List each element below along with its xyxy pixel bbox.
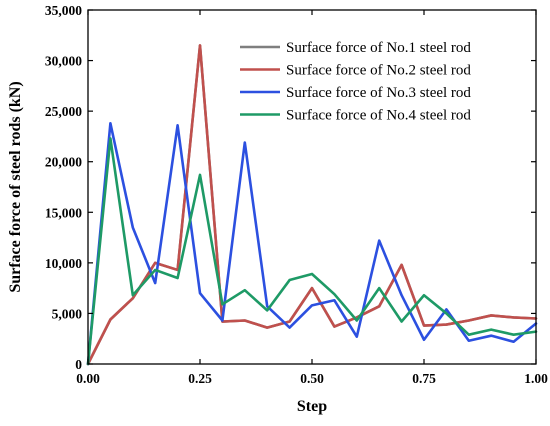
y-axis-title: Surface force of steel rods (kN)	[7, 81, 24, 292]
x-tick-label: 0.25	[188, 371, 212, 386]
series-line-3	[86, 121, 538, 366]
y-tick-label: 15,000	[45, 205, 82, 220]
y-tick-label: 25,000	[45, 104, 82, 119]
legend-label-2: Surface force of No.2 steel rod	[286, 63, 471, 79]
y-tick-label: 30,000	[45, 54, 82, 69]
y-tick-label: 35,000	[45, 3, 82, 18]
x-axis-title: Step	[297, 398, 327, 415]
x-tick-label: 0.50	[300, 371, 324, 386]
y-tick-label: 0	[75, 357, 82, 372]
legend-label-1: Surface force of No.1 steel rod	[286, 40, 471, 56]
x-tick-label: 0.00	[76, 371, 100, 386]
axis-ticks: 0.00 0.25 0.50 0.75 1.00 0 5,000 10,000 15,000 20…	[45, 3, 548, 386]
x-tick-label: 0.75	[412, 371, 436, 386]
legend-label-3: Surface force of No.3 steel rod	[286, 85, 471, 101]
y-tick-label: 20,000	[45, 155, 82, 170]
legend: Surface force of No.1 steel rod Surface f…	[240, 40, 471, 124]
series-line-2	[86, 44, 538, 366]
series-lines	[86, 44, 538, 366]
y-tick-label: 10,000	[45, 256, 82, 271]
legend-label-4: Surface force of No.4 steel rod	[286, 108, 471, 124]
y-tick-label: 5,000	[52, 306, 83, 321]
series-line-4	[86, 137, 538, 366]
x-tick-label: 1.00	[524, 371, 548, 386]
